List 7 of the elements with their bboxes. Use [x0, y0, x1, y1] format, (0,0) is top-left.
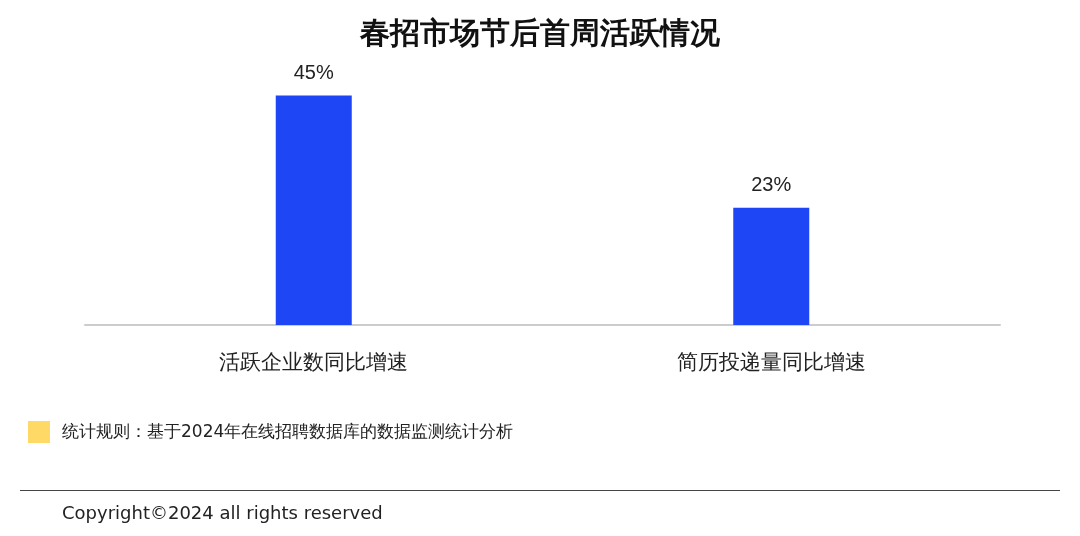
data-label: 23% [751, 172, 792, 195]
text: 统计规则：基于2024年在线招聘数据库的数据监测统计分析 [62, 420, 514, 443]
x-tick-label: 活跃企业数同比增速 [219, 350, 409, 373]
data-label: 45% [293, 60, 334, 83]
text: Copyright©2024 all rights reserved [62, 502, 383, 523]
x-tick-label: 简历投递量同比增速 [676, 350, 866, 373]
chart-title: 春招市场节后首周活跃情况 [359, 15, 721, 49]
